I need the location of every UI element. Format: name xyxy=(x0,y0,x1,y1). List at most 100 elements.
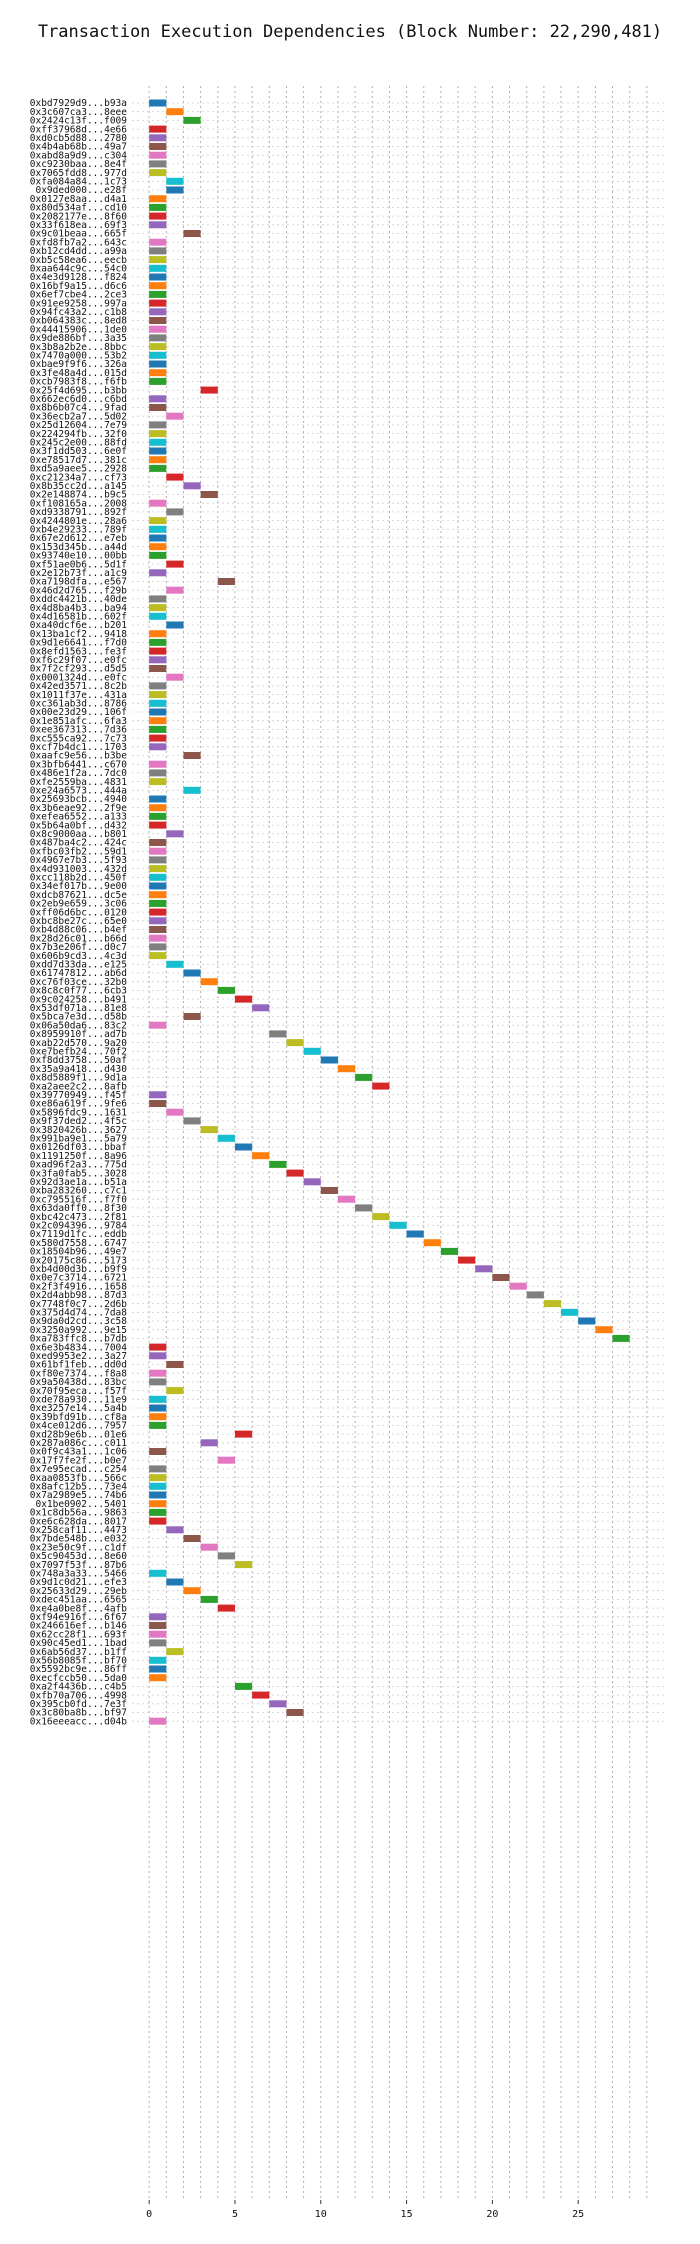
transaction-bar xyxy=(149,778,167,786)
transaction-bar xyxy=(149,847,167,855)
y-tick-label: 0xecfccb50...5da0 xyxy=(30,1673,128,1684)
y-tick-label: 0x7119d1fc...eddb xyxy=(30,1229,128,1240)
y-tick-label: 0x8959910f...ad7b xyxy=(30,1029,128,1040)
y-tick-label: 0x9d1e6641...f7d0 xyxy=(30,638,128,649)
transaction-bar xyxy=(149,804,167,812)
y-tick-label: 0x662ec6d0...c6bd xyxy=(30,394,127,405)
y-tick-label: 0x153d345b...a44d xyxy=(30,542,127,553)
transaction-bar xyxy=(149,1717,167,1725)
transaction-bar xyxy=(337,1065,356,1073)
y-tick-label: 0xaafc9e56...b3be xyxy=(30,751,128,762)
y-tick-label: 0xb12cd4dd...a99a xyxy=(30,246,127,257)
y-tick-label: 0x36ecb2a7...5d02 xyxy=(30,411,127,422)
y-tick-label: 0x39bfd91b...cf8a xyxy=(30,1412,127,1423)
y-tick-label: 0xf80e7374...f8a8 xyxy=(30,1368,128,1379)
x-tick-label: 20 xyxy=(486,2209,498,2220)
transaction-bar xyxy=(509,1282,527,1290)
transaction-bar xyxy=(183,752,201,759)
transaction-bar xyxy=(149,125,167,133)
transaction-bar xyxy=(269,1030,287,1038)
transaction-bar xyxy=(149,1665,167,1673)
y-tick-label: 0xab22d570...9a20 xyxy=(30,1038,128,1049)
x-tick-label: 0 xyxy=(146,2209,152,2220)
transaction-bar xyxy=(166,586,184,594)
transaction-bar xyxy=(149,195,167,203)
y-tick-label: 0x991ba9e1...5a79 xyxy=(30,1134,128,1145)
y-tick-label: 0xf8dd3758...50af xyxy=(30,1055,127,1066)
transaction-bar xyxy=(166,508,184,516)
y-tick-label: 0xe3257e14...5a4b xyxy=(30,1403,128,1414)
y-tick-label: 0x580d7558...6747 xyxy=(30,1238,127,1249)
y-tick-label: 0xad96f2a3...775d xyxy=(30,1160,127,1171)
transaction-bar xyxy=(149,682,167,690)
transaction-bar xyxy=(149,647,167,655)
y-tick-label: 0xe7befb24...70f2 xyxy=(30,1047,127,1058)
transaction-bar xyxy=(149,438,167,446)
transaction-bar xyxy=(183,1117,201,1125)
y-tick-label: 0x25d12604...7e79 xyxy=(30,420,128,431)
y-tick-label: 0x1191250f...8a96 xyxy=(30,1151,128,1162)
y-tick-label: 0x2f3f4916...1658 xyxy=(30,1281,128,1292)
transaction-bar xyxy=(149,395,167,403)
y-tick-label: 0x0001324d...e0fc xyxy=(30,672,127,683)
y-tick-label: 0xfbc03fb2...59d1 xyxy=(30,846,128,857)
transaction-bar xyxy=(217,1456,235,1464)
y-tick-label: 0xabd8a9d9...c304 xyxy=(30,150,128,161)
transaction-bar xyxy=(166,560,184,568)
transaction-bar xyxy=(149,1569,167,1577)
y-tick-label: 0x258caf11...4473 xyxy=(30,1525,127,1536)
y-tick-label: 0x4967e7b3...5f93 xyxy=(30,855,127,866)
transaction-bar xyxy=(149,769,167,777)
y-tick-label: 0x56b8085f...bf70 xyxy=(30,1656,128,1667)
transaction-bar xyxy=(200,386,218,394)
transaction-bar xyxy=(286,1169,304,1177)
transaction-bar xyxy=(149,1639,167,1647)
transaction-bar xyxy=(149,656,167,664)
y-tick-label: 0x8efd1563...fe3f xyxy=(30,646,127,657)
transaction-bar xyxy=(200,491,218,498)
y-tick-label: 0xa7198dfa...e567 xyxy=(30,577,127,588)
y-tick-label: 0xba283260...c7c1 xyxy=(30,1186,128,1197)
y-tick-label: 0xb4d00d3b...b9f9 xyxy=(30,1264,128,1275)
y-tick-label: 0x287a086c...c011 xyxy=(30,1438,128,1449)
y-tick-label: 0x3250a992...9e15 xyxy=(30,1325,127,1336)
y-tick-label: 0x44415906...1de0 xyxy=(30,324,128,335)
y-tick-label: 0x748a3a33...5466 xyxy=(30,1569,128,1580)
transaction-bar xyxy=(217,1134,235,1142)
transaction-bar xyxy=(149,325,167,333)
transaction-bar xyxy=(200,1595,218,1603)
y-tick-label: 0x3fa0fab5...3028 xyxy=(30,1168,128,1179)
y-tick-label: 0x6ab56d37...b1ff xyxy=(30,1647,127,1658)
x-tick-label: 5 xyxy=(232,2209,238,2220)
y-tick-label: 0x35a9a418...d430 xyxy=(30,1064,128,1075)
transaction-bar xyxy=(149,256,167,264)
y-tick-label: 0x3820426b...3627 xyxy=(30,1125,127,1136)
transaction-bar xyxy=(269,1160,287,1168)
y-tick-label: 0x3c80ba8b...bf97 xyxy=(30,1708,127,1719)
transaction-bar xyxy=(166,473,184,481)
y-tick-label: 0x17f7fe2f...b0e7 xyxy=(30,1455,127,1466)
transaction-bar xyxy=(149,317,167,324)
transaction-bar xyxy=(149,264,167,272)
y-tick-label: 0x3fe48a4d...015d xyxy=(30,368,127,379)
transaction-bar xyxy=(149,1404,167,1412)
transaction-bar xyxy=(149,334,167,342)
y-tick-label: 0xfe2559ba...4831 xyxy=(30,777,128,788)
y-tick-label: 0x63da0ff0...8f30 xyxy=(30,1203,128,1214)
transaction-bar xyxy=(149,456,167,464)
y-tick-label: 0x8c8c0f77...6cb3 xyxy=(30,986,127,997)
transaction-bar xyxy=(595,1326,613,1334)
y-tick-label: 0x7470a000...53b2 xyxy=(30,351,127,362)
transaction-bar xyxy=(149,743,167,751)
transaction-bar xyxy=(149,604,167,612)
transaction-bar xyxy=(149,760,167,768)
transaction-bar xyxy=(149,99,167,107)
y-tick-label: 0xdcb87621...dc5e xyxy=(30,890,128,901)
y-tick-label: 0xe86a619f...9fe6 xyxy=(30,1099,128,1110)
transaction-bar xyxy=(149,952,167,960)
y-tick-label: 0x94fc43a2...c1b8 xyxy=(30,307,128,318)
y-tick-label: 0x18504b96...49e7 xyxy=(30,1247,127,1258)
transaction-bar xyxy=(149,630,167,638)
transaction-bar xyxy=(475,1265,493,1273)
y-tick-label: 0x16bf9a15...d6c6 xyxy=(30,281,128,292)
